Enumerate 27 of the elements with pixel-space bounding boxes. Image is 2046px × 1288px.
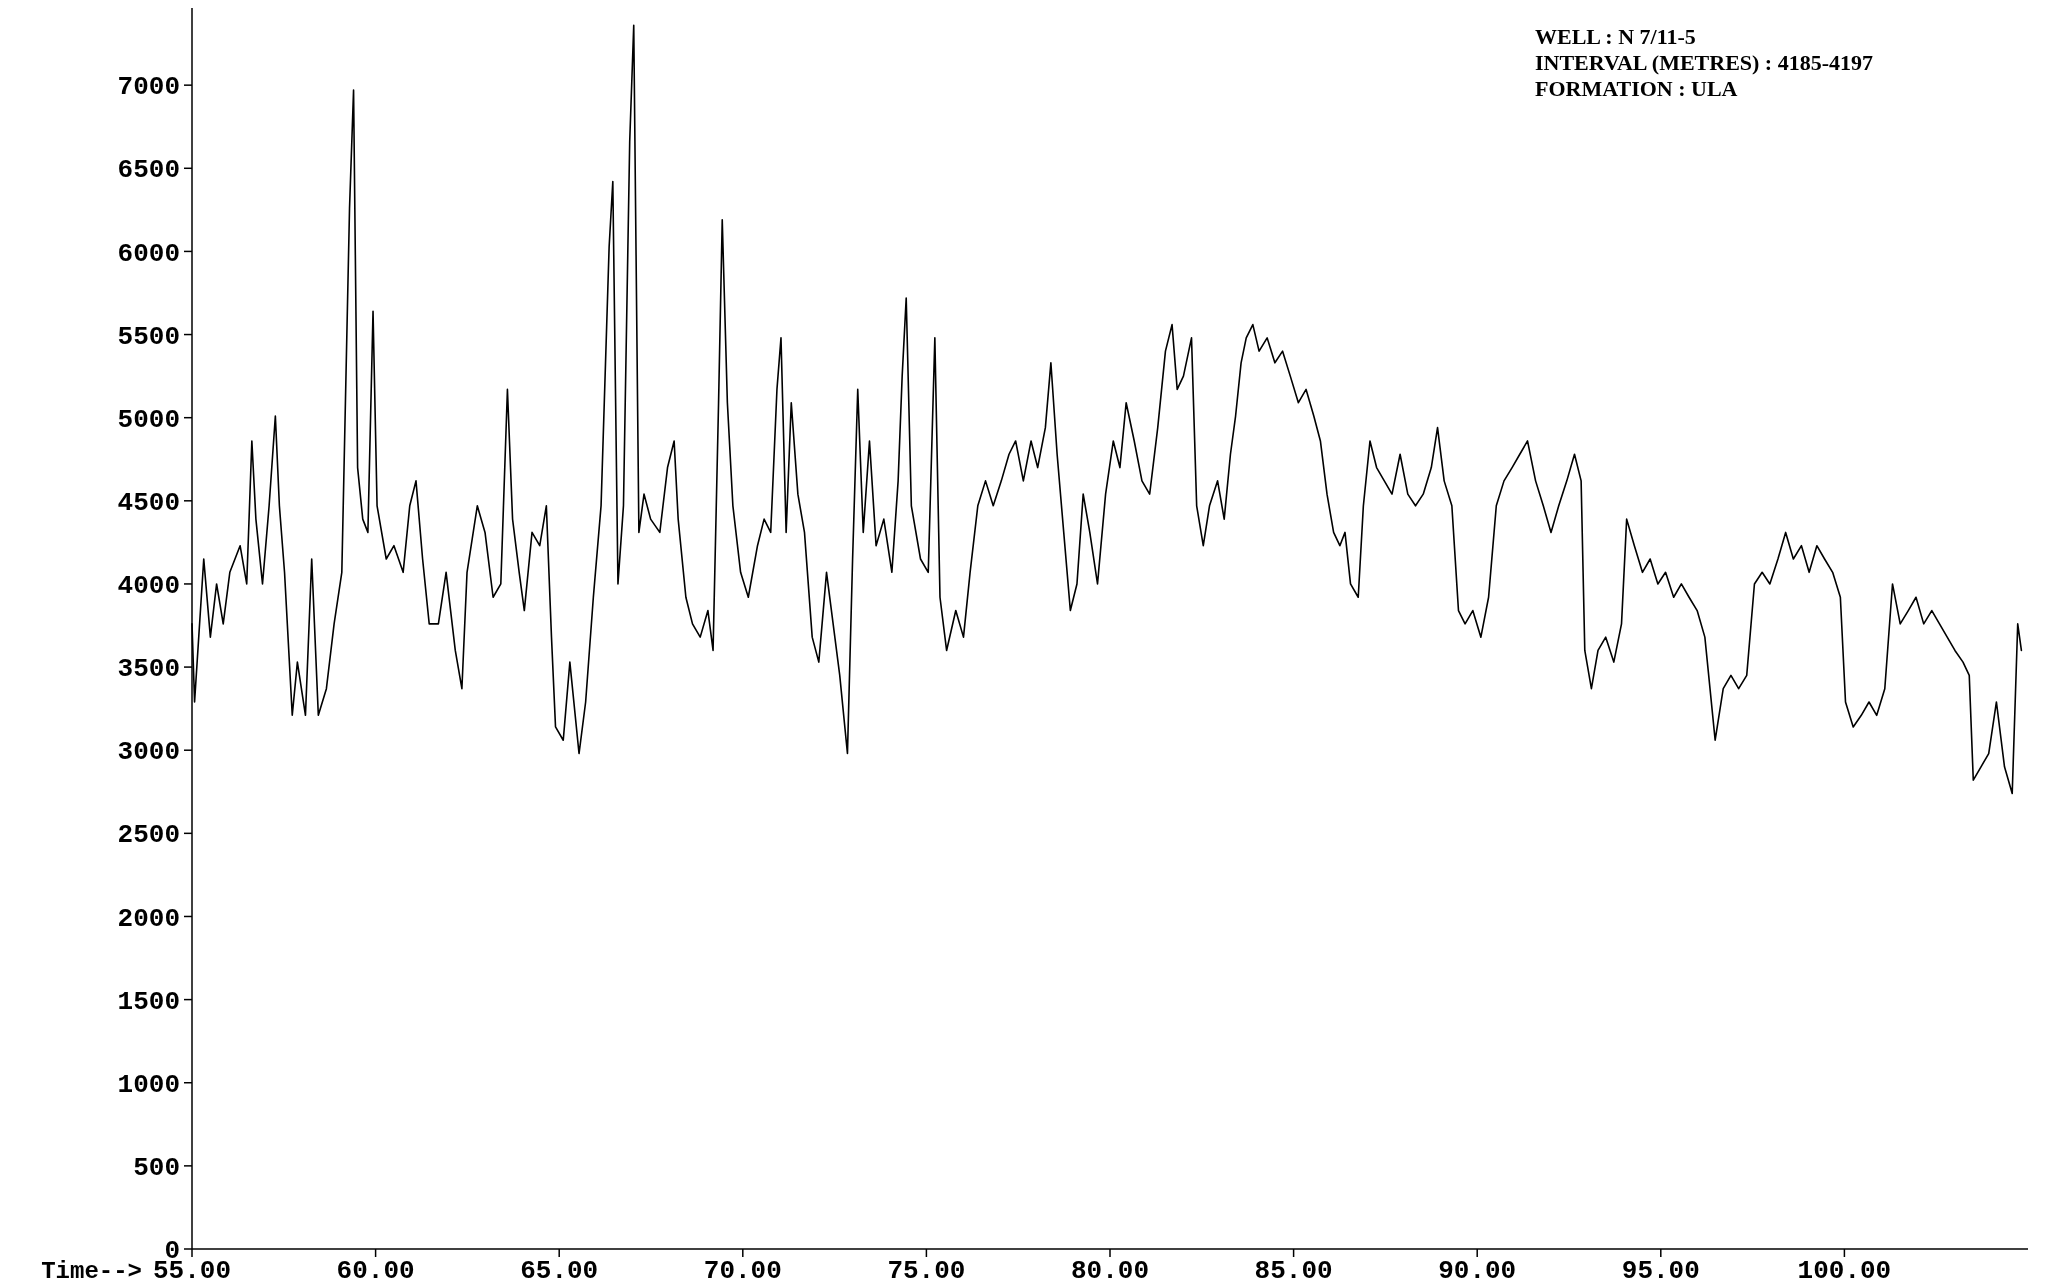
y-tick-label: 1500 xyxy=(117,986,180,1017)
x-tick-label: 95.00 xyxy=(1621,1256,1700,1286)
y-tick-label: 3000 xyxy=(117,737,180,768)
y-tick-label: 6500 xyxy=(117,155,180,186)
x-tick-label: 100.00 xyxy=(1797,1256,1892,1286)
x-tick-label: 85.00 xyxy=(1254,1256,1333,1286)
y-tick-label: 4500 xyxy=(117,487,180,518)
y-tick-label: 3500 xyxy=(117,654,180,685)
x-tick-label: 70.00 xyxy=(703,1256,782,1286)
x-tick-label: 75.00 xyxy=(887,1256,966,1286)
y-tick-label: 4000 xyxy=(117,571,180,602)
y-tick-label: 2000 xyxy=(117,903,180,934)
annotation: INTERVAL (METRES) : 4185-4197 xyxy=(1535,50,1874,75)
x-tick-label: 60.00 xyxy=(336,1256,415,1286)
annotation: WELL : N 7/11-5 xyxy=(1535,24,1696,49)
y-tick-label: 1000 xyxy=(117,1069,180,1100)
y-tick-label: 500 xyxy=(133,1152,180,1183)
x-tick-label: 65.00 xyxy=(520,1256,599,1286)
x-tick-label: 80.00 xyxy=(1070,1256,1150,1286)
y-tick-label: 5000 xyxy=(117,404,180,435)
y-tick-label: 5500 xyxy=(117,321,180,352)
y-tick-label: 6000 xyxy=(117,238,180,269)
y-tick-label: 2500 xyxy=(117,820,180,851)
y-tick-label: 7000 xyxy=(117,72,180,103)
x-axis-title: Time--> xyxy=(41,1258,142,1285)
x-tick-label: 90.00 xyxy=(1438,1256,1517,1286)
annotation: FORMATION : ULA xyxy=(1535,76,1738,101)
